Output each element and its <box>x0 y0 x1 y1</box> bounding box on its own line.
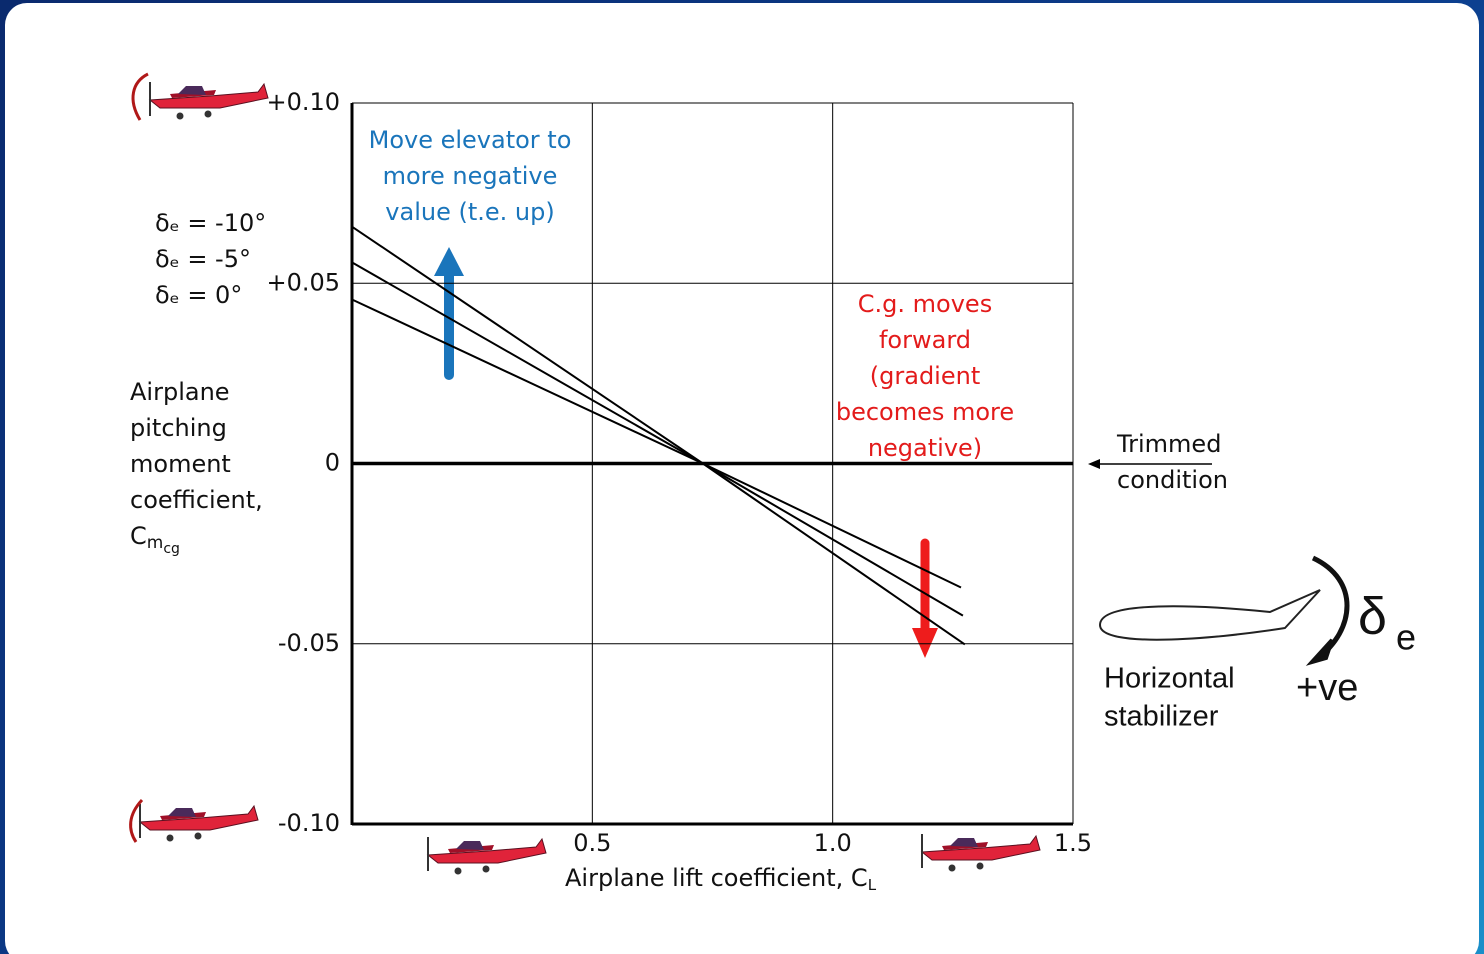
airplane-wheel <box>166 834 174 842</box>
legend-entry: δₑ = -5° <box>155 245 251 273</box>
trimmed-note: Trimmed <box>1116 430 1221 458</box>
down-arrow-head <box>912 628 938 658</box>
x-tick-label: 1.5 <box>1054 829 1092 857</box>
airplane-cabin <box>178 86 206 95</box>
airplane-cabin <box>456 841 484 850</box>
airplane-wheel <box>204 110 212 118</box>
deflection-symbol: δ <box>1358 588 1387 646</box>
x-axis-label: Airplane lift coefficient, CL <box>565 864 877 894</box>
cg-note: C.g. moves <box>858 290 992 318</box>
y-axis-label: pitching <box>130 414 227 442</box>
panel <box>5 3 1479 954</box>
airplane-icons <box>129 72 1041 875</box>
airplane-wheel <box>454 867 462 875</box>
deflection-sub: e <box>1396 617 1416 658</box>
y-axis-symbol-sub: m <box>147 533 164 553</box>
airplane-wheel <box>976 862 984 870</box>
y-tick-label: -0.05 <box>278 629 340 657</box>
chart: +0.10 +0.05 0 -0.05 -0.10 0.5 1.0 1.5 δₑ = -10° δ… <box>130 88 1416 894</box>
deflection-arrow-head <box>1305 638 1334 666</box>
y-axis-label: Airplane <box>130 378 230 406</box>
airplane-wheel <box>482 865 490 873</box>
airplane-body <box>426 837 547 864</box>
y-axis-label: moment <box>130 450 231 478</box>
up-arrow-head <box>434 247 464 276</box>
airplane-icon <box>138 804 259 842</box>
airplane-icon <box>920 834 1041 872</box>
legend-entry: δₑ = 0° <box>155 281 242 309</box>
nose-down-arrow <box>129 798 144 843</box>
y-axis-symbol: Cmcg <box>130 522 180 557</box>
airplane-cabin <box>168 808 196 817</box>
trim-arrow-head <box>1088 459 1100 469</box>
elevator-note: value (t.e. up) <box>385 198 554 226</box>
airplane-icon <box>426 837 547 875</box>
positive-label: +ve <box>1296 667 1358 709</box>
pitching-moment-line <box>351 298 962 589</box>
stabilizer-label: stabilizer <box>1104 701 1219 733</box>
x-axis-label-text: Airplane lift coefficient, C <box>565 864 868 892</box>
legend-entry: δₑ = -10° <box>155 209 266 237</box>
stabilizer-shape <box>1098 589 1321 641</box>
airplane-icon <box>148 82 269 120</box>
x-tick-label: 1.0 <box>814 829 852 857</box>
airplane-wheel <box>948 864 956 872</box>
y-tick-label: 0 <box>325 449 340 477</box>
x-axis-label-sub: L <box>868 876 877 894</box>
stabilizer-label: Horizontal <box>1104 663 1235 695</box>
cg-note: (gradient <box>870 362 980 390</box>
airplane-wheel <box>176 112 184 120</box>
x-tick-label: 0.5 <box>573 829 611 857</box>
elevator-note: Move elevator to <box>369 126 572 154</box>
elevator-note: more negative <box>383 162 558 190</box>
cg-note: becomes more <box>836 398 1014 426</box>
airplane-body <box>920 834 1041 861</box>
y-axis-symbol-subsub: cg <box>163 541 180 557</box>
y-tick-label: +0.10 <box>266 88 340 116</box>
y-tick-label: -0.10 <box>278 809 340 837</box>
cg-note: negative) <box>868 434 982 462</box>
y-axis-label: coefficient, <box>130 486 263 514</box>
y-tick-label: +0.05 <box>266 268 340 296</box>
airplane-body <box>148 82 269 109</box>
airplane-body <box>138 804 259 831</box>
cg-note: forward <box>879 326 971 354</box>
trimmed-note: condition <box>1117 466 1228 494</box>
airplane-cabin <box>950 838 978 847</box>
y-axis-symbol-base: C <box>130 522 147 550</box>
airplane-wheel <box>194 832 202 840</box>
nose-up-arrow <box>131 72 149 121</box>
